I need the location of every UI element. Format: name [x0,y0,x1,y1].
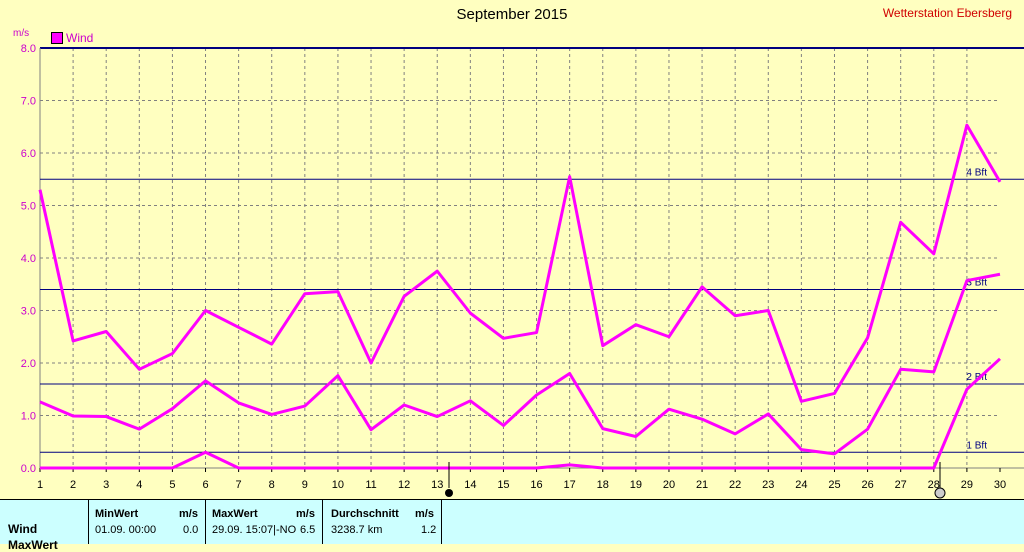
x-tick-label: 8 [269,479,275,491]
x-tick-label: 15 [497,479,509,491]
legend-swatch [51,32,63,44]
avg-value: 1.2 [421,524,437,536]
max-unit: m/s [296,508,315,520]
stats-panel: Wind MaxWert MinWert m/s 01.09. 00:00 0.… [0,499,1024,552]
min-date: 01.09. 00:00 [95,524,157,536]
x-tick-label: 1 [37,479,43,491]
marker-dot [445,489,453,497]
beaufort-label: 4 Bft [966,167,987,178]
x-tick-label: 9 [302,479,308,491]
x-tick-label: 2 [70,479,76,491]
x-tick-label: 13 [431,479,443,491]
marker-ring [934,487,946,499]
x-tick-label: 27 [895,479,907,491]
x-tick-label: 10 [332,479,344,491]
x-tick-label: 5 [169,479,175,491]
x-tick-label: 19 [630,479,642,491]
max-header: MaxWert [212,508,258,520]
y-tick-label: 2.0 [21,358,36,370]
stats-row-label: Wind [8,522,38,536]
y-tick-label: 1.0 [21,411,36,423]
avg-distance: 3238.7 km [331,524,383,536]
min-unit: m/s [179,508,198,520]
max-value: 6.5 [300,524,316,536]
legend-label: Wind [66,31,94,45]
x-tick-label: 3 [103,479,109,491]
x-tick-label: 21 [696,479,708,491]
x-tick-label: 17 [564,479,576,491]
x-tick-label: 16 [530,479,542,491]
y-axis-unit: m/s [13,28,30,39]
x-tick-label: 22 [729,479,741,491]
y-tick-label: 4.0 [21,253,36,265]
x-tick-label: 24 [795,479,807,491]
series-line-3 [40,357,1002,470]
avg-unit: m/s [415,508,434,520]
y-tick-label: 5.0 [21,201,36,213]
x-tick-label: 20 [663,479,675,491]
beaufort-label: 2 Bft [966,372,987,383]
x-tick-label: 12 [398,479,410,491]
min-value: 0.0 [183,524,199,536]
y-tick-label: 0.0 [21,463,36,475]
x-tick-label: 11 [365,479,376,491]
series-line-1 [38,123,1002,403]
series-line-2 [39,272,1001,456]
max-cell: MaxWert m/s 29.09. 15:07|-NO 6.5 [205,500,322,544]
avg-cell: Durchschnitt m/s 3238.7 km 1.2 [322,500,442,544]
x-tick-label: 29 [961,479,973,491]
x-tick-label: 4 [136,479,142,491]
x-tick-label: 28 [928,479,940,491]
y-tick-label: 8.0 [21,43,36,55]
x-tick-label: 6 [202,479,208,491]
beaufort-label: 3 Bft [966,278,987,289]
min-cell: MinWert m/s 01.09. 00:00 0.0 [88,500,205,544]
station-name: Wetterstation Ebersberg [882,6,1012,20]
legend: Wind [51,31,93,45]
x-tick-label: 18 [597,479,609,491]
x-tick-label: 30 [994,479,1006,491]
wind-chart: 0.01.02.03.04.05.06.07.08.01 2 3 4 5 6 7 8 9 10 11… [21,43,1024,499]
y-tick-label: 7.0 [21,96,36,108]
y-tick-label: 6.0 [21,148,36,160]
y-tick-label: 3.0 [21,306,36,318]
x-tick-label: 7 [236,479,242,491]
x-tick-label: 26 [861,479,873,491]
max-date: 29.09. 15:07|-NO [212,524,297,536]
min-header: MinWert [95,508,139,520]
x-tick-label: 25 [828,479,840,491]
chart-title: September 2015 [456,6,568,23]
stats-row-label-2: MaxWert [8,538,58,552]
avg-header: Durchschnitt [331,508,399,520]
x-tick-label: 23 [762,479,774,491]
beaufort-label: 1 Bft [966,440,987,451]
x-tick-label: 14 [464,479,476,491]
